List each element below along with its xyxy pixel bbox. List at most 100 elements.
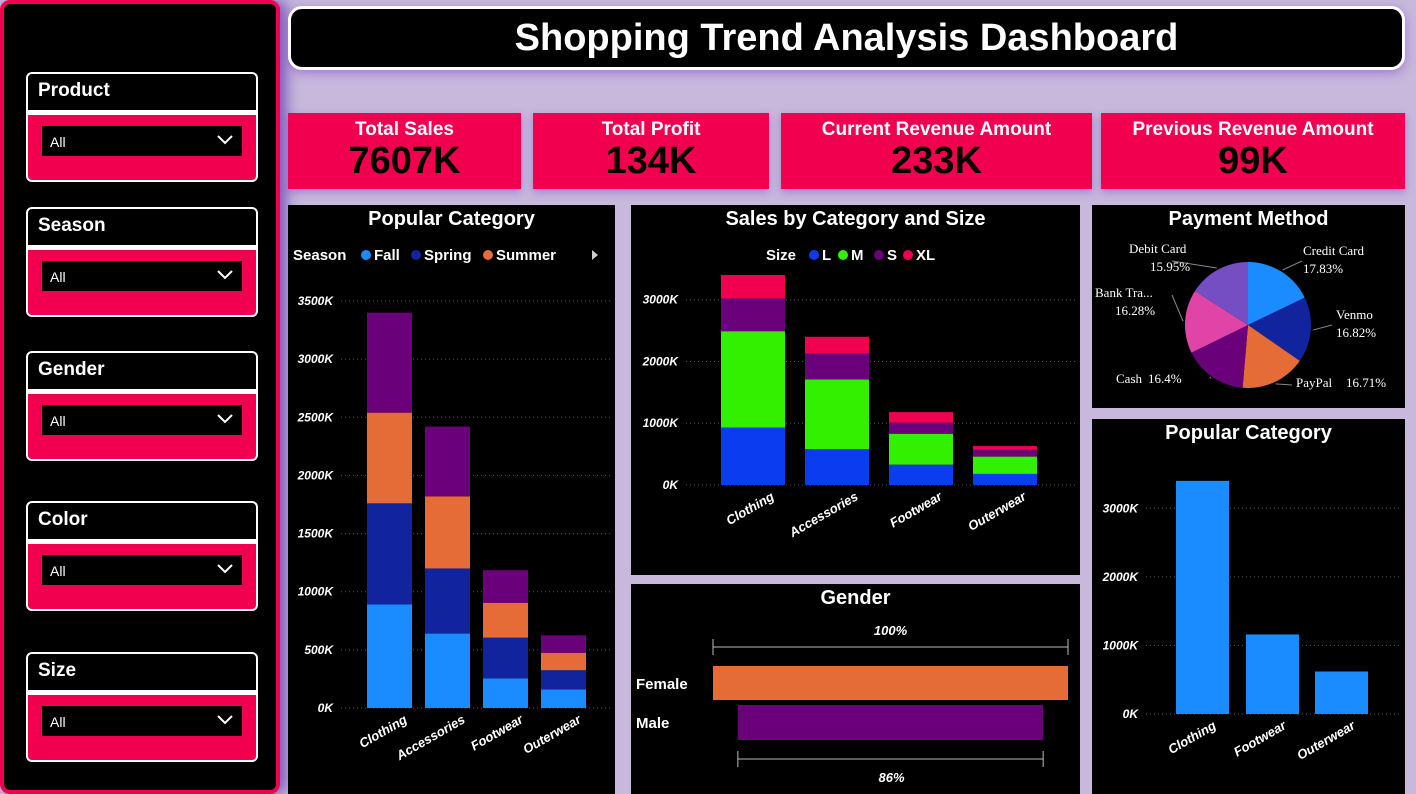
bar-segment <box>805 449 869 485</box>
x-category-label: Clothing <box>1165 718 1218 757</box>
pie-leader-line <box>1171 294 1184 322</box>
bar <box>1246 634 1299 714</box>
y-tick-label: 2000K <box>642 354 680 368</box>
gender-dropdown[interactable]: All <box>42 405 242 435</box>
stacked-bar-svg: Size L M S XL 3000K 2000K 1000K 0K Clothing Access… <box>642 247 1075 541</box>
bar-segment <box>889 422 953 434</box>
y-tick-label: 1000K <box>643 416 680 430</box>
pie-name-label: Credit Card <box>1303 243 1365 258</box>
pie-svg: Credit Card 17.83% Venmo 16.82% PayPal 16.71%… <box>1095 241 1386 390</box>
bar-segment <box>367 604 412 708</box>
gender-bar-svg: 100% Female Male 86% <box>636 623 1069 785</box>
kpi-total-profit: Total Profit 134K <box>533 113 769 189</box>
legend-title: Season <box>293 247 346 264</box>
y-tick-label: 0K <box>1123 707 1140 721</box>
bar-segment <box>805 379 869 450</box>
x-category-label: Outerwear <box>1294 717 1358 763</box>
y-tick-label: 3500K <box>298 294 335 308</box>
chart-title: Popular Category <box>1165 422 1332 444</box>
kpi-value: 233K <box>891 140 982 182</box>
stacked-bar-svg: Season Fall Spring Summer 3500K 3000K 2500K 200… <box>293 247 610 763</box>
category-label: Female <box>636 676 688 693</box>
product-slicer: Product All <box>26 72 258 182</box>
product-dropdown[interactable]: All <box>42 126 242 156</box>
legend-swatch <box>874 250 884 260</box>
pie-leader-line <box>1282 260 1303 271</box>
y-tick-label: 3000K <box>643 293 680 307</box>
legend-label: M <box>851 247 864 264</box>
bar-segment <box>541 635 586 653</box>
legend-swatch <box>483 250 493 260</box>
bar-value-label: 100% <box>874 623 908 638</box>
bar-segment <box>483 602 528 638</box>
bar-segment <box>483 570 528 603</box>
legend-label: Summer <box>496 247 556 264</box>
size-slicer: Size All <box>26 652 258 762</box>
pie-leader-line <box>1171 260 1217 269</box>
bar-segment <box>889 412 953 423</box>
pie-percent-label: 16.71% <box>1346 375 1386 390</box>
chart-title: Sales by Category and Size <box>725 208 986 230</box>
season-slicer: Season All <box>26 207 258 317</box>
chart-title: Popular Category <box>368 208 535 230</box>
size-dropdown[interactable]: All <box>42 706 242 736</box>
popular-category-season-chart[interactable]: Popular Category Season Fall Spring Summer 3… <box>288 205 615 794</box>
bar-segment <box>541 689 586 708</box>
pie-name-label: PayPal <box>1296 375 1333 390</box>
kpi-label: Previous Revenue Amount <box>1132 119 1374 140</box>
category-label: Male <box>636 715 669 732</box>
bar <box>1176 480 1229 714</box>
bar-segment <box>425 633 470 708</box>
pie-percent-label: 17.83% <box>1303 261 1343 276</box>
gender-bar <box>737 705 1044 740</box>
x-category-label: Footwear <box>1231 717 1289 759</box>
kpi-value: 134K <box>605 140 697 182</box>
bar-segment <box>367 312 412 413</box>
sales-category-size-chart[interactable]: Sales by Category and Size Size L M S XL 3000… <box>631 205 1080 575</box>
bar-segment <box>541 670 586 690</box>
kpi-value: 7607K <box>348 140 461 182</box>
popular-category-chart[interactable]: Popular Category 3000K 2000K 1000K 0K Clothi… <box>1092 419 1405 794</box>
gender-bar <box>713 666 1068 700</box>
pie-percent-label: 16.82% <box>1336 325 1376 340</box>
pie-name-label: Venmo <box>1336 307 1373 322</box>
kpi-value: 99K <box>1218 140 1288 182</box>
pie-percent-label: 16.4% <box>1148 371 1182 386</box>
kpi-previous-revenue: Previous Revenue Amount 99K <box>1101 113 1405 189</box>
chevron-down-icon <box>217 270 233 280</box>
bar-segment <box>721 275 785 299</box>
bar-segment <box>721 331 785 428</box>
color-slicer: Color All <box>26 501 258 611</box>
x-category-label: Clothing <box>723 489 776 528</box>
chevron-down-icon <box>217 414 233 424</box>
y-tick-label: 0K <box>318 701 335 715</box>
y-tick-label: 2000K <box>297 468 335 482</box>
bar-segment <box>805 353 869 380</box>
payment-method-chart[interactable]: Payment Method Credit Card 17.83% Venmo 16.… <box>1092 205 1405 408</box>
pie-percent-label: 16.28% <box>1115 303 1155 318</box>
kpi-label: Total Sales <box>355 119 454 140</box>
bar-segment <box>425 496 470 569</box>
bar-segment <box>973 473 1037 485</box>
bar-segment <box>973 449 1037 457</box>
y-tick-label: 1000K <box>1103 638 1140 652</box>
legend-label: L <box>822 247 831 264</box>
bar-segment <box>973 446 1037 450</box>
bar-segment <box>973 456 1037 474</box>
x-category-label: Accessories <box>786 489 861 541</box>
pie-name-label: Debit Card <box>1129 241 1187 256</box>
product-slicer-title: Product <box>26 72 258 112</box>
pie-leader-line <box>1209 376 1212 379</box>
color-dropdown[interactable]: All <box>42 555 242 585</box>
pie-slice <box>1242 325 1300 388</box>
season-dropdown[interactable]: All <box>42 261 242 291</box>
gender-slicer-title: Gender <box>26 351 258 391</box>
legend-label: XL <box>916 247 935 264</box>
filter-sidebar: Product All Season All Gender All Color <box>0 0 280 794</box>
pie-percent-label: 15.95% <box>1150 259 1190 274</box>
bar <box>1315 671 1368 714</box>
y-tick-label: 0K <box>663 478 680 492</box>
size-slicer-title: Size <box>26 652 258 692</box>
gender-chart[interactable]: Gender 100% Female Male 86% <box>631 584 1080 794</box>
y-tick-label: 2000K <box>1102 570 1140 584</box>
